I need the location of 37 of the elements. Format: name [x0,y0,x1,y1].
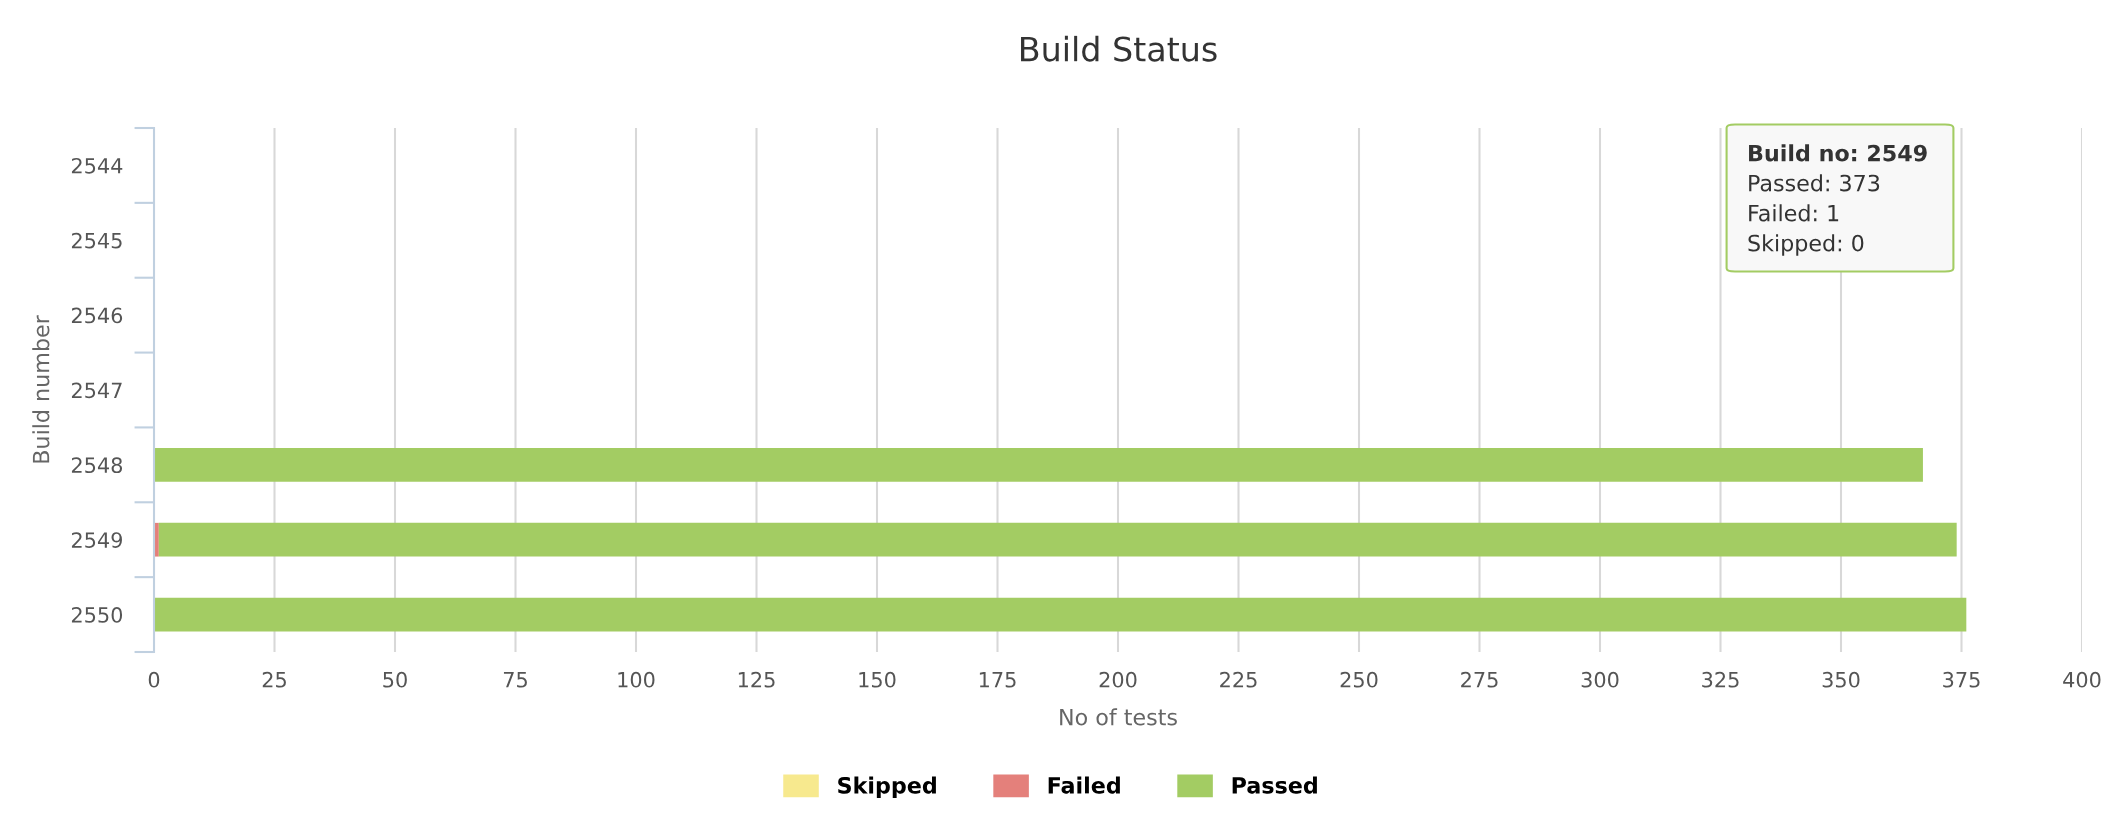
legend-label: Passed [1232,776,1317,794]
bar [158,522,1957,557]
y-axis-title: Build number [32,315,50,463]
annotation: Failed: 1 [1749,204,1839,222]
x-tick-label: 300 [1581,671,1619,688]
bar [154,448,1923,482]
legend-label: Failed [1048,776,1120,794]
bar [154,597,1967,632]
y-tick-label: 2549 [71,532,122,548]
x-tick-label: 250 [1340,671,1378,688]
x-tick-label: 100 [618,671,655,688]
x-axis-title: No of tests [1060,708,1177,726]
y-tick-label: 2545 [71,232,122,249]
x-tick-label: 125 [738,671,775,688]
chart-title: Build Status [1021,35,1217,62]
annotation: Skipped: 0 [1748,234,1864,256]
x-tick-label: 175 [979,672,1016,688]
x-tick-label: 275 [1461,671,1498,688]
annotation: Passed: 373 [1749,174,1880,192]
x-tick-label: 200 [1099,671,1137,688]
y-tick-label: 2547 [71,382,122,399]
x-tick-label: 325 [1702,671,1739,688]
x-tick-label: 50 [383,671,407,688]
y-tick-label: 2546 [71,307,123,324]
x-tick-label: 0 [148,671,160,688]
x-tick-label: 350 [1822,671,1860,688]
y-tick-label: 2548 [71,457,123,474]
x-tick-label: 150 [859,671,896,688]
x-tick-label: 75 [503,672,527,688]
y-tick-label: 2550 [71,607,123,623]
y-tick-label: 2544 [71,157,123,174]
x-tick-label: 225 [1220,671,1257,688]
x-tick-label: 375 [1943,671,1980,688]
x-tick-label: 400 [2063,671,2101,688]
legend-label: Skipped [838,776,936,798]
x-tick-label: 25 [262,671,286,688]
annotation: Build no: 2549 [1749,144,1927,162]
